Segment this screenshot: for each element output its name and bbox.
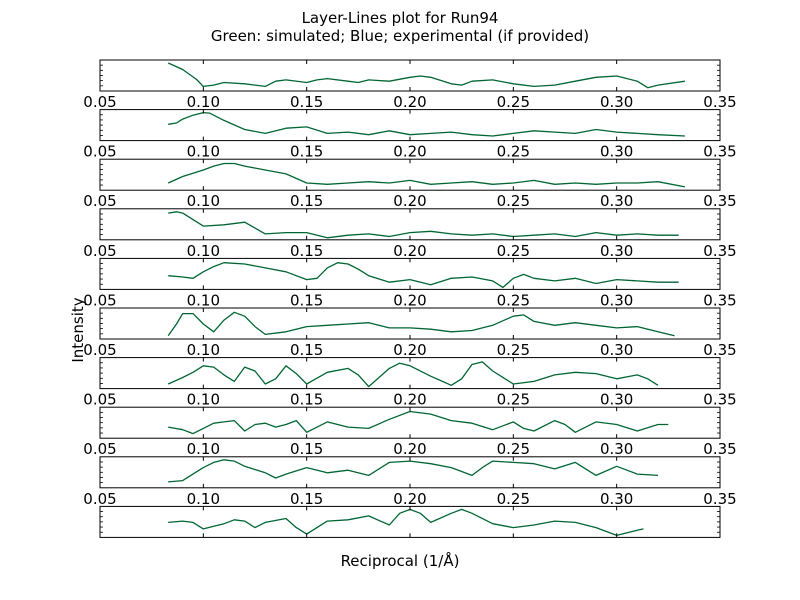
x-tick-label: 0.10 [187,93,220,111]
x-tick-label: 0.30 [600,192,633,210]
x-tick-label: 0.35 [703,391,736,409]
x-tick-label: 0.20 [393,291,426,309]
x-tick-label: 0.15 [290,291,323,309]
panel-frame-1 [100,60,720,91]
x-tick-label: 0.20 [393,192,426,210]
x-tick-label: 0.05 [83,93,116,111]
x-tick-label: 0.35 [703,291,736,309]
x-tick-label: 0.10 [187,192,220,210]
x-tick-label: 0.25 [497,440,530,458]
x-tick-label: 0.30 [600,291,633,309]
x-tick-label: 0.15 [290,242,323,260]
panel-frame-5 [100,258,720,289]
series-line-panel-2 [168,113,685,136]
x-tick-label: 0.20 [393,391,426,409]
x-tick-label: 0.20 [393,242,426,260]
series-line-panel-9 [168,460,658,482]
series-line-panel-4 [168,212,679,238]
x-tick-label: 0.15 [290,440,323,458]
series-line-panel-7 [168,362,658,387]
series-line-panel-5 [168,263,679,288]
x-tick-label: 0.20 [393,93,426,111]
x-tick-label: 0.35 [703,440,736,458]
x-tick-label: 0.15 [290,341,323,359]
panel-frame-6 [100,308,720,339]
x-tick-label: 0.05 [83,440,116,458]
series-line-panel-8 [168,412,668,434]
x-tick-label: 0.10 [187,490,220,508]
x-tick-label: 0.30 [600,391,633,409]
x-tick-label: 0.25 [497,291,530,309]
panel-frame-7 [100,358,720,389]
x-tick-label: 0.25 [497,242,530,260]
x-tick-label: 0.15 [290,192,323,210]
x-tick-label: 0.30 [600,440,633,458]
x-tick-label: 0.05 [83,192,116,210]
x-tick-label: 0.10 [187,341,220,359]
x-tick-label: 0.25 [497,341,530,359]
x-tick-label: 0.10 [187,143,220,161]
panel-frame-2 [100,110,720,141]
x-tick-label: 0.25 [497,192,530,210]
x-tick-label: 0.20 [393,490,426,508]
x-tick-label: 0.05 [83,143,116,161]
x-tick-label: 0.25 [497,93,530,111]
x-tick-label: 0.30 [600,490,633,508]
x-tick-label: 0.35 [703,341,736,359]
x-tick-label: 0.10 [187,291,220,309]
x-tick-label: 0.05 [83,242,116,260]
x-tick-label: 0.30 [600,242,633,260]
x-tick-label: 0.35 [703,490,736,508]
x-tick-label: 0.10 [187,391,220,409]
x-tick-label: 0.35 [703,93,736,111]
x-tick-label: 0.25 [497,490,530,508]
series-line-panel-1 [168,63,685,88]
x-tick-label: 0.05 [83,490,116,508]
x-tick-label: 0.15 [290,143,323,161]
x-tick-label: 0.10 [187,440,220,458]
x-tick-label: 0.20 [393,440,426,458]
x-tick-label: 0.15 [290,490,323,508]
series-line-panel-10 [168,509,643,535]
x-tick-label: 0.35 [703,192,736,210]
x-tick-label: 0.25 [497,391,530,409]
x-tick-label: 0.20 [393,341,426,359]
x-tick-label: 0.30 [600,341,633,359]
x-tick-label: 0.30 [600,143,633,161]
panel-frame-3 [100,159,720,190]
x-tick-label: 0.05 [83,391,116,409]
x-tick-label: 0.25 [497,143,530,161]
x-tick-label: 0.15 [290,391,323,409]
x-tick-label: 0.30 [600,93,633,111]
x-tick-label: 0.05 [83,291,116,309]
x-tick-label: 0.20 [393,143,426,161]
x-tick-label: 0.15 [290,93,323,111]
x-tick-label: 0.35 [703,242,736,260]
series-line-panel-6 [168,312,674,335]
series-line-panel-3 [168,164,685,187]
x-tick-label: 0.05 [83,341,116,359]
x-tick-label: 0.10 [187,242,220,260]
x-tick-label: 0.35 [703,143,736,161]
